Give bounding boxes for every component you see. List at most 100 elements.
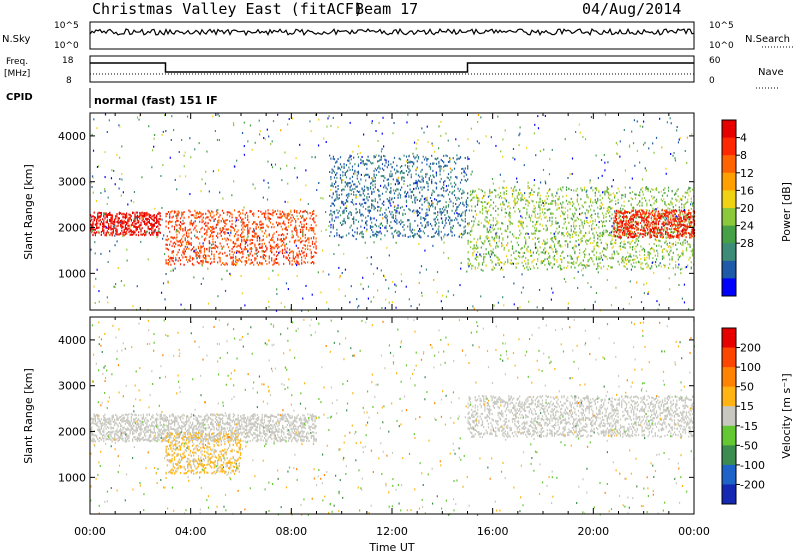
heatmap-cell	[227, 246, 230, 249]
heatmap-cell	[339, 163, 342, 166]
heatmap-cell	[183, 216, 185, 219]
heatmap-cell	[438, 230, 440, 233]
heatmap-cell	[462, 203, 464, 206]
heatmap-cell	[202, 254, 204, 257]
heatmap-cell	[261, 230, 263, 233]
heatmap-cell	[659, 234, 661, 237]
heatmap-cell	[435, 162, 438, 165]
heatmap-cell	[495, 205, 497, 208]
heatmap-cell	[383, 179, 385, 182]
heatmap-cell	[642, 235, 644, 238]
heatmap-cell	[467, 165, 469, 168]
heatmap-cell	[684, 217, 686, 220]
heatmap-cell	[338, 167, 340, 170]
heatmap-cell	[525, 239, 527, 242]
heatmap-cell	[559, 202, 562, 205]
heatmap-cell	[257, 243, 260, 246]
heatmap-cell	[652, 188, 654, 191]
heatmap-cell	[535, 222, 538, 225]
heatmap-cell	[529, 267, 532, 270]
heatmap-cell	[599, 252, 601, 255]
heatmap-cell	[389, 175, 391, 178]
heatmap-cell	[509, 207, 511, 210]
heatmap-cell	[167, 263, 170, 266]
heatmap-cell	[611, 242, 613, 245]
heatmap-cell	[257, 209, 260, 212]
heatmap-cell	[379, 213, 381, 216]
heatmap-cell	[173, 241, 176, 244]
heatmap-cell	[243, 235, 245, 238]
heatmap-cell	[677, 229, 679, 232]
heatmap-cell	[195, 224, 197, 227]
heatmap-cell	[200, 228, 202, 231]
heatmap-cell	[313, 226, 315, 229]
heatmap-cell	[573, 221, 575, 224]
heatmap-cell	[181, 254, 183, 257]
heatmap-cell	[583, 219, 586, 222]
heatmap-cell	[547, 260, 550, 263]
heatmap-cell	[120, 223, 122, 226]
heatmap-cell	[496, 222, 498, 225]
heatmap-cell	[342, 223, 344, 226]
heatmap-cell	[103, 231, 105, 234]
heatmap-cell	[421, 168, 423, 171]
heatmap-cell	[396, 219, 398, 222]
heatmap-cell	[489, 219, 491, 222]
heatmap-cell	[362, 189, 364, 192]
heatmap-cell	[369, 187, 372, 190]
heatmap-cell	[398, 230, 400, 233]
heatmap-cell	[124, 217, 126, 220]
heatmap-cell	[659, 212, 661, 215]
heatmap-cell	[396, 231, 398, 234]
heatmap-cell	[371, 206, 373, 209]
heatmap-cell	[229, 220, 231, 223]
heatmap-cell	[407, 191, 409, 194]
heatmap-cell	[389, 224, 391, 227]
heatmap-cell	[350, 200, 352, 203]
heatmap-cell	[552, 250, 554, 253]
heatmap-cell	[520, 224, 522, 227]
heatmap-cell	[434, 206, 436, 209]
heatmap-cell	[614, 216, 616, 219]
heatmap-cell	[309, 227, 311, 230]
heatmap-cell	[313, 237, 315, 240]
heatmap-cell	[473, 245, 475, 248]
heatmap-cell	[347, 215, 349, 218]
heatmap-cell	[201, 245, 203, 248]
heatmap-cell	[678, 238, 680, 241]
heatmap-cell	[410, 160, 412, 163]
heatmap-cell	[298, 263, 300, 266]
heatmap-cell	[563, 234, 565, 237]
heatmap-cell	[673, 227, 675, 230]
heatmap-cell	[631, 258, 634, 261]
heatmap-cell	[179, 239, 182, 242]
heatmap-cell	[657, 252, 659, 255]
heatmap-cell	[209, 225, 212, 228]
heatmap-cell	[331, 214, 333, 217]
heatmap-cell	[360, 213, 362, 216]
heatmap-cell	[109, 213, 111, 216]
heatmap-cell	[533, 232, 535, 235]
heatmap-cell	[623, 230, 625, 233]
heatmap-cell	[497, 245, 499, 248]
heatmap-cell	[146, 214, 148, 217]
heatmap-cell	[607, 205, 610, 208]
heatmap-cell	[672, 267, 674, 270]
heatmap-cell	[651, 265, 653, 268]
heatmap-cell	[539, 208, 541, 211]
heatmap-cell	[368, 159, 370, 162]
heatmap-cell	[490, 224, 492, 227]
heatmap-cell	[641, 201, 643, 204]
heatmap-cell	[581, 211, 583, 214]
heatmap-cell	[333, 212, 336, 215]
heatmap-cell	[541, 224, 544, 227]
heatmap-cell	[115, 217, 117, 220]
heatmap-cell	[462, 219, 464, 222]
heatmap-cell	[643, 224, 646, 227]
heatmap-cell	[116, 228, 118, 231]
heatmap-cell	[407, 158, 409, 161]
heatmap-cell	[464, 167, 466, 170]
heatmap-cell	[181, 243, 183, 246]
heatmap-cell	[263, 254, 266, 257]
heatmap-cell	[484, 239, 486, 242]
